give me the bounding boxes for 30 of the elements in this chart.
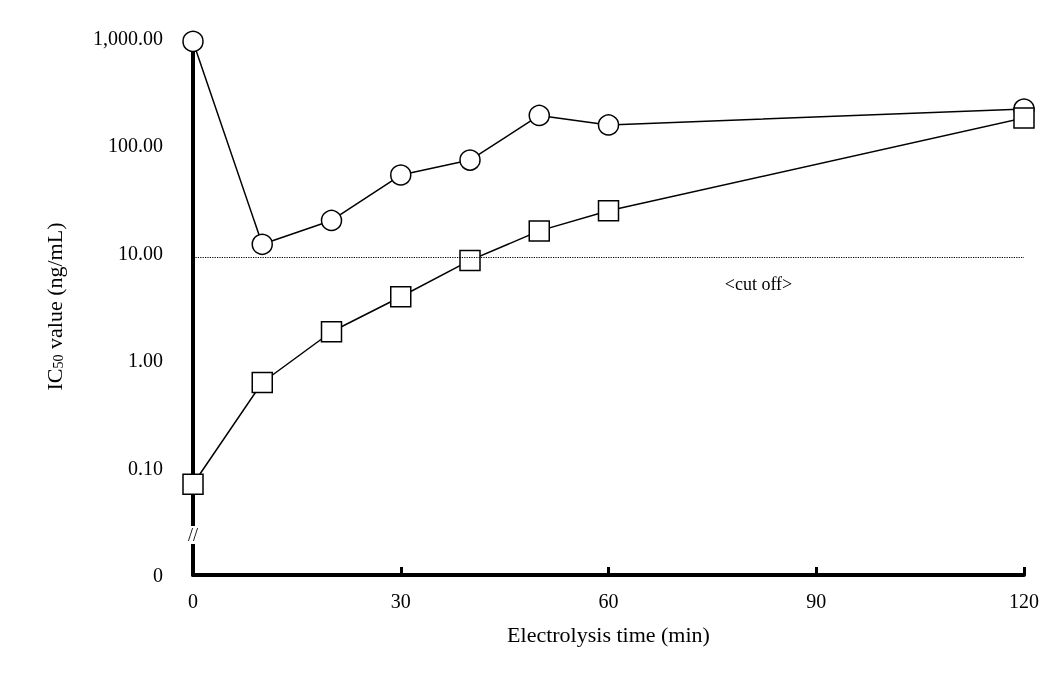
y-tick-label: 0 bbox=[153, 564, 163, 586]
x-tick-label: 30 bbox=[390, 590, 411, 612]
x-tick-label: 0 bbox=[188, 590, 198, 612]
point bbox=[459, 249, 481, 272]
x-tick-label: 120 bbox=[1009, 590, 1039, 612]
x-axis-title: Electrolysis time (min) bbox=[507, 621, 710, 647]
point bbox=[182, 473, 204, 495]
annotation: // bbox=[187, 525, 199, 545]
point bbox=[251, 233, 273, 256]
point bbox=[320, 321, 343, 343]
point bbox=[182, 30, 204, 53]
x-tick-label: 90 bbox=[806, 590, 827, 612]
point bbox=[320, 209, 343, 232]
y-tick-label: 1,000.00 bbox=[93, 27, 163, 49]
point bbox=[459, 149, 481, 171]
point bbox=[390, 164, 412, 186]
x-tick-label: 60 bbox=[598, 590, 619, 612]
y-tick-label: 100.00 bbox=[108, 134, 163, 157]
y-tick-label: 1.00 bbox=[128, 349, 163, 372]
point bbox=[251, 371, 273, 394]
y-tick-label: 0.10 bbox=[128, 456, 163, 479]
point bbox=[528, 104, 550, 127]
ref-line-label: <cut off> bbox=[724, 273, 793, 294]
point bbox=[390, 285, 412, 308]
y-tick-label: 10.00 bbox=[118, 241, 163, 264]
point bbox=[597, 114, 620, 136]
y-axis-title: IC50 value (ng/mL) bbox=[41, 222, 67, 391]
point bbox=[1013, 107, 1035, 129]
point bbox=[597, 200, 620, 222]
point bbox=[528, 220, 550, 242]
